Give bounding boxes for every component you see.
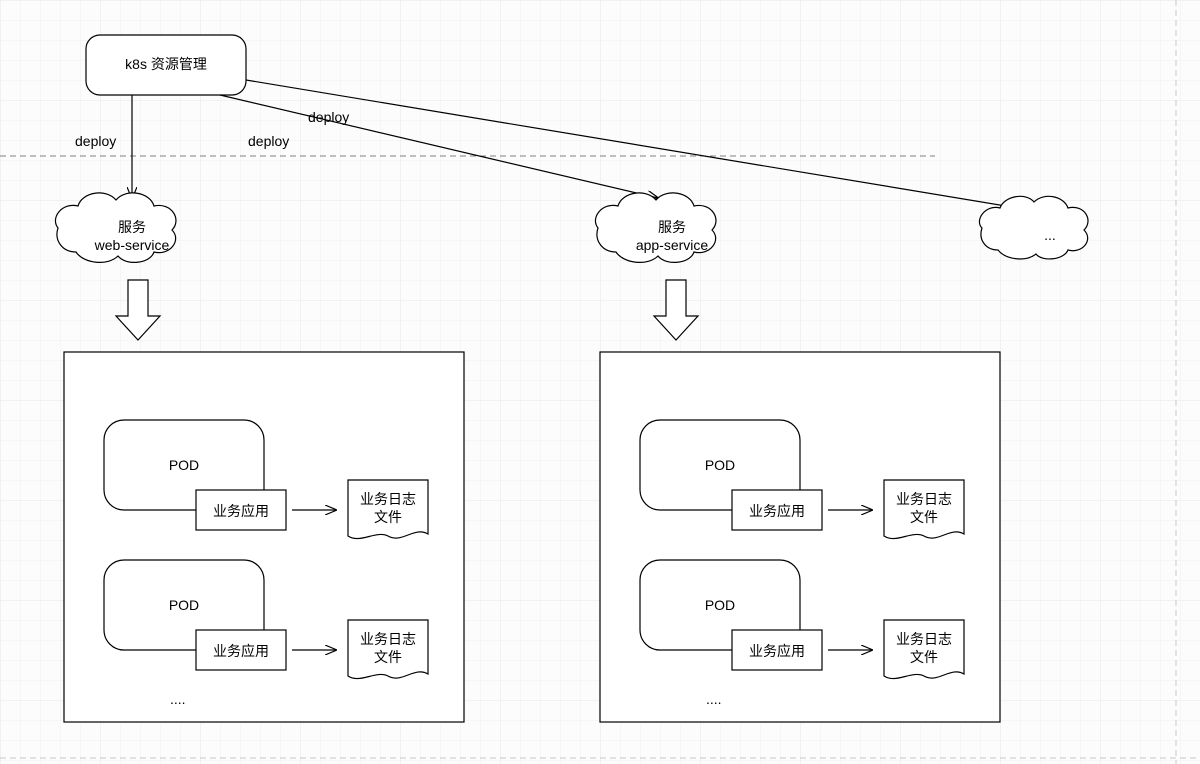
diagram-shapes — [0, 0, 1200, 764]
pod-label: POD — [640, 456, 800, 474]
diagram-canvas: k8s 资源管理 deploy deploy deploy 服务 web-ser… — [0, 0, 1200, 764]
log-label-line2: 文件 — [884, 648, 964, 666]
log-label-line1: 业务日志 — [348, 630, 428, 648]
ellipsis-right: .... — [706, 690, 722, 708]
pod-label: POD — [640, 596, 800, 614]
deploy-label-right: deploy — [308, 108, 349, 126]
block-arrow-left — [116, 280, 160, 340]
pod-label: POD — [104, 596, 264, 614]
log-label-line2: 文件 — [884, 508, 964, 526]
cloud-more-label: ... — [985, 226, 1115, 244]
log-label-line2: 文件 — [348, 508, 428, 526]
app-label: 业务应用 — [196, 502, 286, 520]
app-label: 业务应用 — [732, 502, 822, 520]
ellipsis-left: .... — [170, 690, 186, 708]
app-label: 业务应用 — [196, 642, 286, 660]
deploy-label-middle: deploy — [248, 132, 289, 150]
log-label-line1: 业务日志 — [884, 630, 964, 648]
log-label-line1: 业务日志 — [884, 490, 964, 508]
arrow-root-to-more — [246, 80, 1018, 208]
cloud-web-line1: 服务 — [62, 218, 202, 236]
cloud-app-line1: 服务 — [602, 218, 742, 236]
app-label: 业务应用 — [732, 642, 822, 660]
deploy-label-left: deploy — [75, 132, 116, 150]
cloud-app-line2: app-service — [602, 236, 742, 254]
block-arrow-right — [654, 280, 698, 340]
pod-label: POD — [104, 456, 264, 474]
log-label-line2: 文件 — [348, 648, 428, 666]
log-label-line1: 业务日志 — [348, 490, 428, 508]
cloud-web-line2: web-service — [62, 236, 202, 254]
root-node-label: k8s 资源管理 — [86, 55, 246, 73]
